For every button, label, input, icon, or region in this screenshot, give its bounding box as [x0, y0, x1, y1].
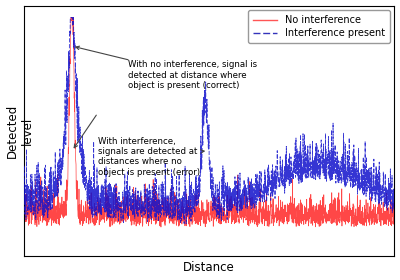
No interference [69, 16, 74, 19]
Interference present [21, 180, 26, 183]
Interference present [382, 198, 386, 201]
No interference [192, 212, 197, 215]
Interference present [382, 177, 386, 181]
No interference [382, 216, 386, 220]
Line: No interference: No interference [24, 17, 394, 227]
No interference [202, 210, 207, 214]
Text: With no interference, signal is
detected at distance where
object is present (co: With no interference, signal is detected… [76, 46, 257, 90]
No interference [21, 213, 26, 216]
Interference present [68, 16, 73, 19]
Interference present [392, 202, 397, 205]
X-axis label: Distance: Distance [183, 262, 235, 274]
Legend: No interference, Interference present: No interference, Interference present [248, 10, 390, 43]
No interference [40, 210, 45, 213]
Interference present [192, 202, 197, 206]
Y-axis label: Detected
level: Detected level [6, 104, 34, 158]
No interference [314, 213, 318, 216]
Line: Interference present: Interference present [24, 17, 394, 224]
Interference present [202, 111, 207, 115]
No interference [392, 209, 397, 213]
Text: With interference,
signals are detected at
distances where no
object is present : With interference, signals are detected … [98, 137, 204, 177]
No interference [158, 225, 163, 229]
Interference present [184, 222, 188, 225]
Interference present [314, 168, 318, 171]
Interference present [40, 198, 45, 201]
No interference [382, 219, 386, 223]
